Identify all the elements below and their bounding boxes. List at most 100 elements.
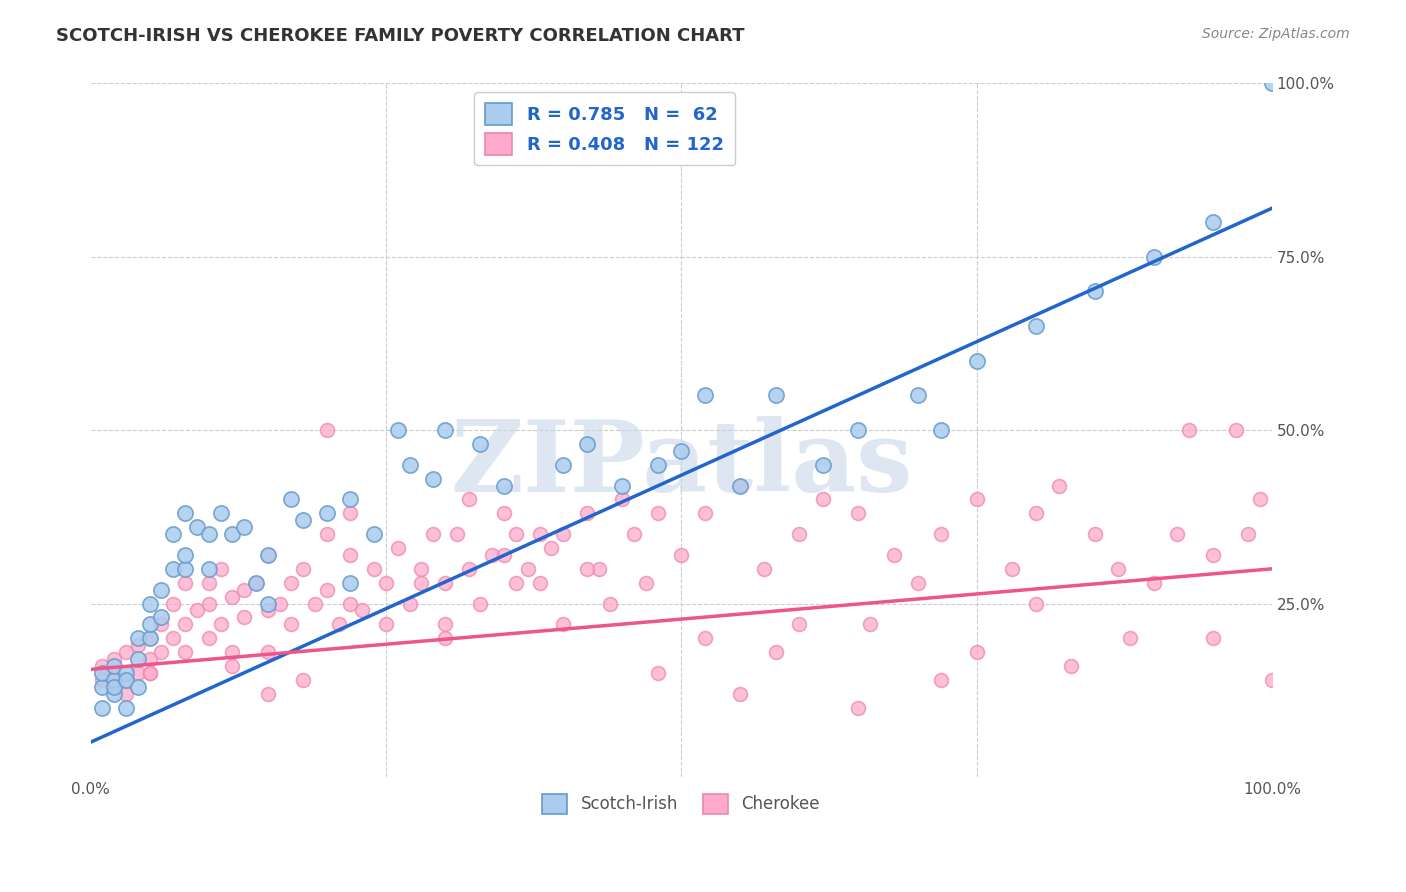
Point [221,659,243,673]
Point [197,575,219,590]
Point [848,507,870,521]
Point [256,603,278,617]
Point [339,492,361,507]
Point [197,631,219,645]
Point [730,478,752,492]
Point [245,575,267,590]
Point [115,665,138,680]
Point [174,507,197,521]
Point [339,575,361,590]
Point [1107,562,1129,576]
Point [91,673,114,687]
Point [221,590,243,604]
Point [103,680,125,694]
Point [1178,423,1201,437]
Point [162,631,184,645]
Point [374,575,396,590]
Point [233,582,256,597]
Point [1084,527,1107,541]
Point [1001,562,1024,576]
Point [150,645,173,659]
Point [529,575,551,590]
Point [115,673,138,687]
Point [209,617,232,632]
Point [765,645,787,659]
Point [174,645,197,659]
Point [612,478,634,492]
Point [138,631,160,645]
Point [516,562,538,576]
Point [127,665,149,680]
Point [505,527,527,541]
Point [315,423,337,437]
Point [883,548,905,562]
Point [494,507,516,521]
Point [162,597,184,611]
Point [91,665,114,680]
Point [103,687,125,701]
Point [693,631,716,645]
Point [671,444,693,458]
Point [150,610,173,624]
Point [292,562,315,576]
Point [91,659,114,673]
Point [103,665,125,680]
Point [138,631,160,645]
Point [1025,319,1047,334]
Point [315,527,337,541]
Point [127,652,149,666]
Point [1025,597,1047,611]
Point [540,541,562,555]
Point [398,597,420,611]
Point [91,680,114,694]
Point [612,492,634,507]
Text: SCOTCH-IRISH VS CHEROKEE FAMILY POVERTY CORRELATION CHART: SCOTCH-IRISH VS CHEROKEE FAMILY POVERTY … [56,27,745,45]
Point [599,597,621,611]
Point [966,645,988,659]
Point [422,472,444,486]
Point [280,575,302,590]
Point [929,423,952,437]
Point [765,388,787,402]
Point [411,575,433,590]
Point [150,617,173,632]
Point [529,527,551,541]
Point [671,548,693,562]
Point [434,575,457,590]
Point [907,388,929,402]
Point [553,617,575,632]
Point [280,492,302,507]
Point [730,478,752,492]
Point [115,645,138,659]
Point [848,423,870,437]
Point [1225,423,1247,437]
Point [1202,548,1225,562]
Point [115,687,138,701]
Point [1084,285,1107,299]
Point [693,388,716,402]
Point [197,527,219,541]
Point [138,617,160,632]
Point [256,687,278,701]
Point [209,562,232,576]
Point [494,478,516,492]
Point [315,582,337,597]
Point [422,527,444,541]
Point [634,575,657,590]
Point [457,492,479,507]
Point [811,458,834,472]
Point [789,617,811,632]
Text: Source: ZipAtlas.com: Source: ZipAtlas.com [1202,27,1350,41]
Point [623,527,645,541]
Point [1237,527,1260,541]
Point [221,645,243,659]
Point [245,575,267,590]
Point [339,548,361,562]
Point [470,437,492,451]
Point [588,562,610,576]
Point [186,603,208,617]
Point [434,423,457,437]
Point [352,603,374,617]
Point [256,597,278,611]
Point [209,507,232,521]
